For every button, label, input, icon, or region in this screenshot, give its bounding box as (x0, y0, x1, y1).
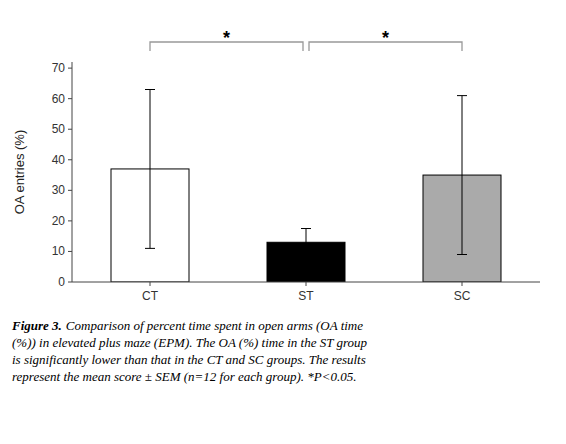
significance-star: * (382, 28, 389, 48)
y-axis-label: OA entries (%) (12, 130, 27, 215)
y-tick-label: 0 (58, 275, 65, 289)
error-whisker (306, 229, 307, 257)
chart: 0 10 20 30 40 50 60 70 OA entries (%) CT ST SC * * Fig… (0, 0, 566, 444)
x-tick (306, 282, 307, 286)
x-tick (462, 282, 463, 286)
error-whisker (462, 96, 463, 255)
caption-label: Figure 3. (11, 318, 62, 333)
error-cap (301, 256, 311, 257)
error-cap (457, 254, 467, 255)
caption-line: represent the mean score ± SEM (n=12 for… (12, 369, 356, 384)
y-tick (68, 159, 72, 160)
error-bar (145, 90, 155, 249)
error-cap (301, 228, 311, 229)
y-tick (68, 68, 72, 69)
error-bar (301, 229, 311, 257)
y-tick-label: 20 (52, 214, 66, 228)
y-tick (68, 190, 72, 191)
y-tick-label: 70 (52, 61, 66, 75)
y-tick-label: 30 (52, 183, 66, 197)
caption-line: Comparison of percent time spent in open… (66, 318, 363, 333)
y-axis (72, 62, 73, 282)
caption-line: is significantly lower than that in the … (12, 352, 366, 367)
error-bar (457, 96, 467, 255)
x-tick-label: SC (454, 289, 471, 303)
x-tick (150, 282, 151, 286)
error-cap (145, 248, 155, 249)
caption-text: Comparison of percent time spent in open… (12, 318, 368, 384)
error-cap (457, 95, 467, 96)
error-cap (145, 89, 155, 90)
y-tick (68, 98, 72, 99)
y-tick-label: 60 (52, 92, 66, 106)
y-tick (68, 282, 72, 283)
y-tick-label: 10 (52, 244, 66, 258)
caption-line: (%)) in elevated plus maze (EPM). The OA… (12, 335, 368, 350)
y-tick-label: 40 (52, 153, 66, 167)
x-tick-label: ST (298, 289, 314, 303)
y-tick-label: 50 (52, 122, 66, 136)
error-whisker (150, 90, 151, 249)
y-tick (68, 251, 72, 252)
x-tick-label: CT (142, 289, 159, 303)
plot-area (111, 90, 501, 283)
y-tick (68, 129, 72, 130)
significance-star: * (223, 28, 230, 48)
y-tick (68, 220, 72, 221)
caption: Figure 3. Comparison of percent time spen… (11, 318, 368, 384)
